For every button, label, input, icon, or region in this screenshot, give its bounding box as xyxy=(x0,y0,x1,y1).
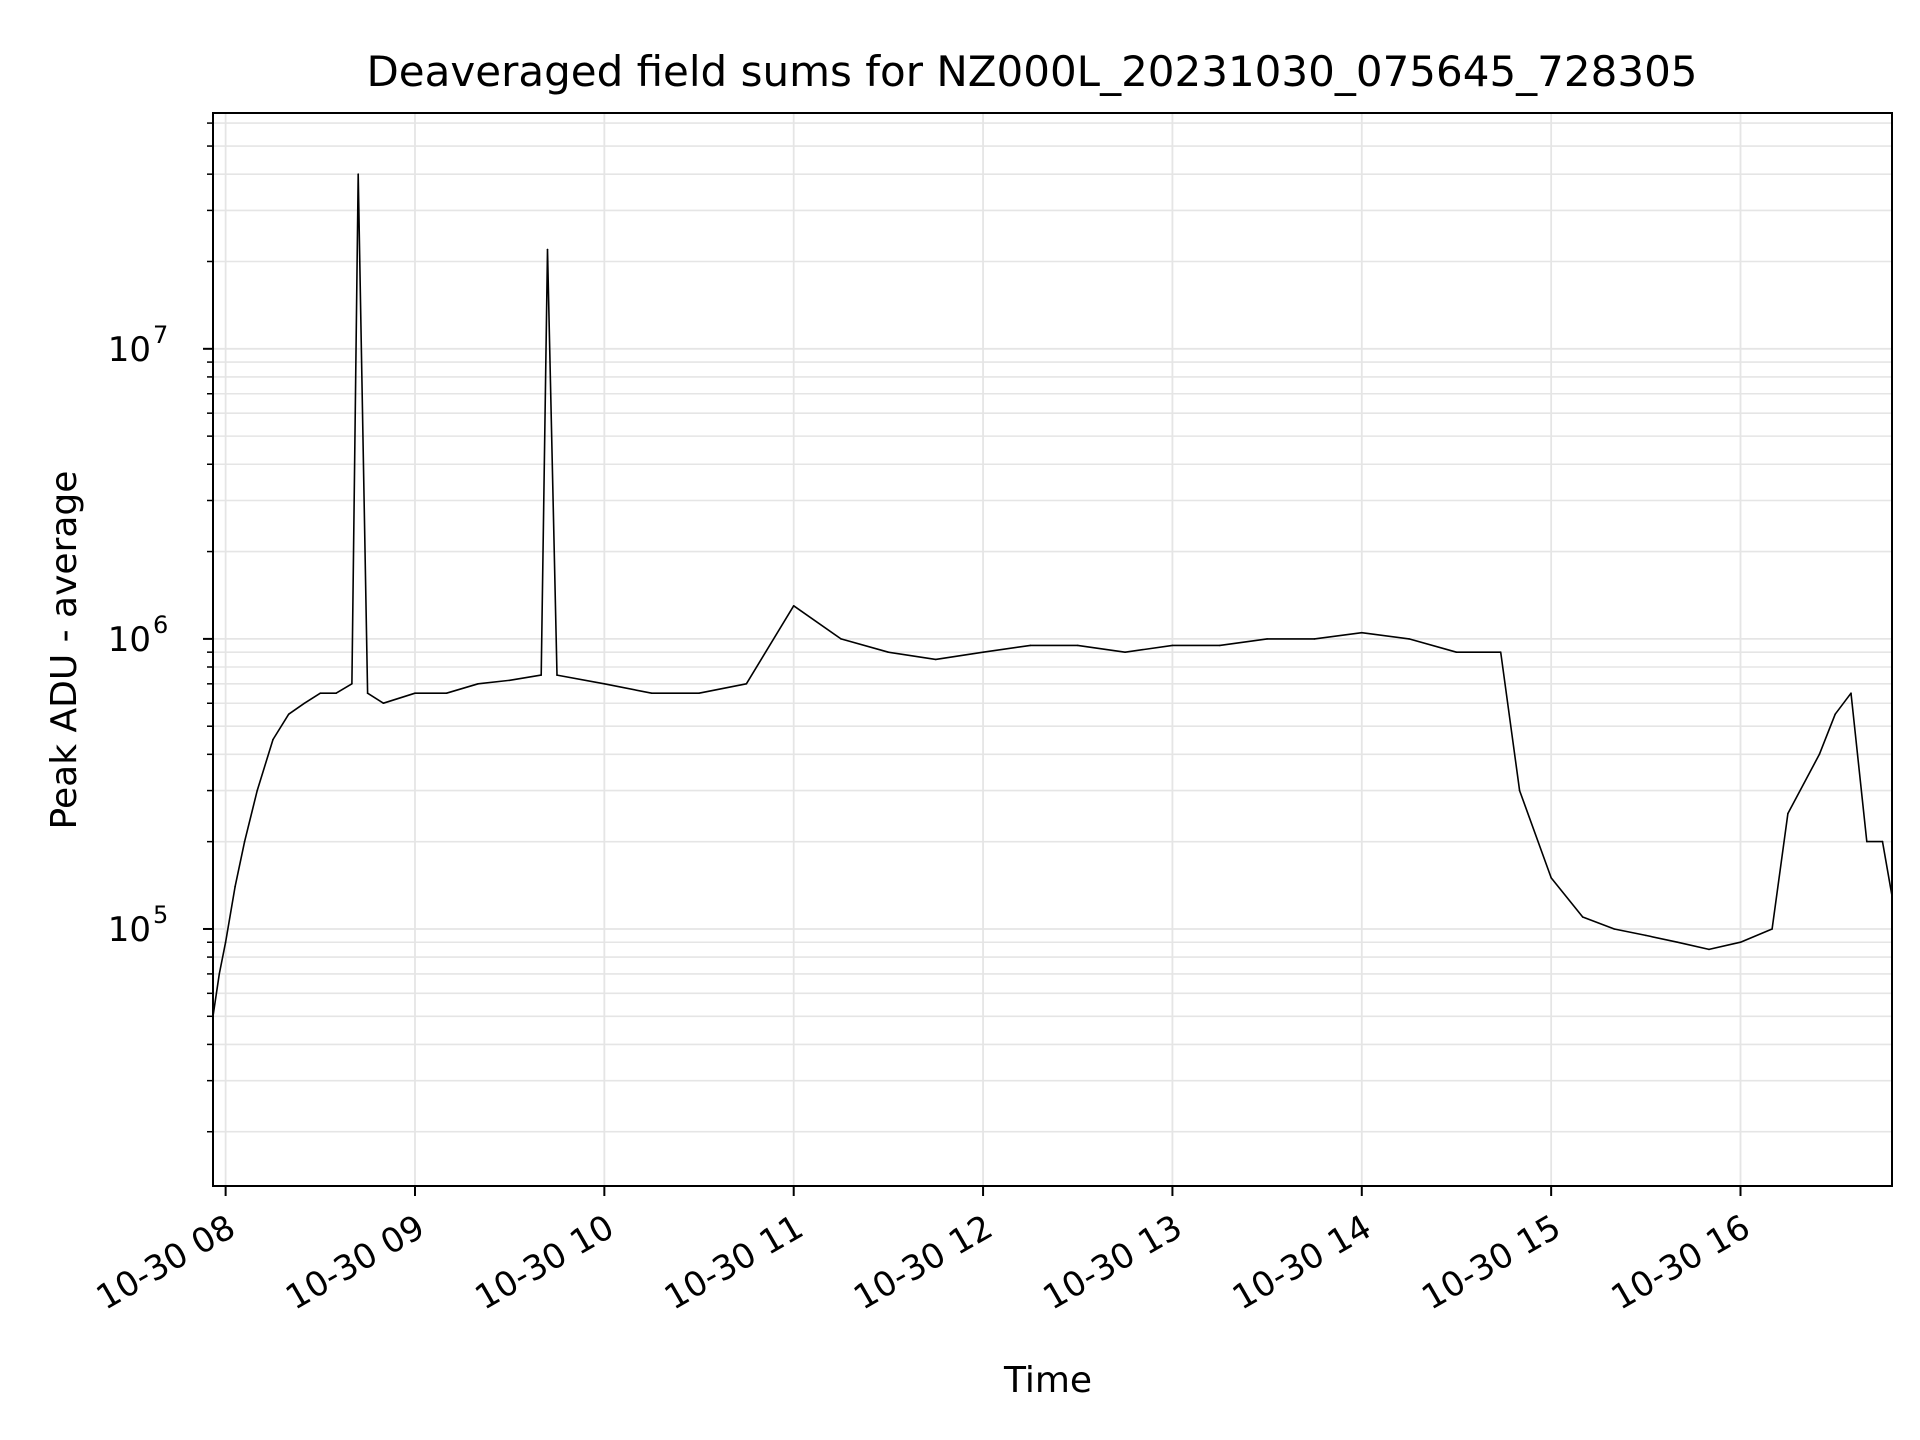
data-point xyxy=(508,679,511,682)
x-tick-label: 10-30 16 xyxy=(1605,1207,1757,1318)
x-tick-label: 10-30 09 xyxy=(279,1207,431,1318)
x-tick-label: 10-30 11 xyxy=(658,1207,810,1318)
data-point xyxy=(1266,638,1268,640)
data-point xyxy=(1834,713,1836,715)
data-point xyxy=(982,651,984,653)
data-point xyxy=(650,692,653,694)
x-tick-label: 10-30 08 xyxy=(90,1207,242,1318)
data-point xyxy=(1550,877,1552,879)
data-point xyxy=(351,683,353,685)
data-point xyxy=(698,692,700,694)
y-tick-exponent: 5 xyxy=(153,901,168,929)
data-point xyxy=(335,692,337,694)
data-point xyxy=(272,738,274,741)
data-point xyxy=(1787,812,1789,815)
data-point xyxy=(887,651,890,653)
data-point xyxy=(1313,638,1316,640)
y-tick-exponent: 6 xyxy=(153,611,168,639)
data-point xyxy=(1645,934,1647,937)
data-point xyxy=(1581,916,1584,918)
data-point xyxy=(234,885,236,888)
y-tick-label: 10 xyxy=(108,910,151,950)
data-point xyxy=(256,789,259,792)
x-tick-label: 10-30 13 xyxy=(1037,1207,1189,1318)
data-point xyxy=(1124,651,1126,653)
data-point xyxy=(1455,651,1458,653)
data-series-line-0 xyxy=(213,173,1892,1017)
x-tick-label: 10-30 12 xyxy=(847,1207,999,1318)
data-point xyxy=(1219,644,1221,647)
data-point xyxy=(1850,692,1852,694)
data-point xyxy=(287,713,290,715)
x-axis-label: Time xyxy=(1003,1360,1092,1401)
data-point xyxy=(366,692,369,694)
data-point xyxy=(303,702,306,704)
data-point xyxy=(1771,928,1773,930)
data-point xyxy=(1866,840,1868,843)
data-point xyxy=(357,173,360,175)
data-point xyxy=(382,702,385,704)
data-point xyxy=(1029,644,1032,647)
data-point xyxy=(414,692,416,694)
data-point xyxy=(603,683,606,685)
data-point xyxy=(745,683,748,685)
data-point xyxy=(1518,789,1521,792)
data-point xyxy=(792,605,795,607)
data-point xyxy=(1171,644,1174,647)
data-point xyxy=(1881,840,1884,843)
x-tick-label: 10-30 10 xyxy=(468,1207,620,1318)
y-tick-label: 10 xyxy=(108,620,151,660)
y-axis-label: Peak ADU - average xyxy=(44,471,85,830)
data-point xyxy=(540,674,542,676)
data-point xyxy=(1408,638,1410,640)
data-point xyxy=(445,692,448,694)
y-tick-exponent: 7 xyxy=(153,321,168,349)
grid-layer xyxy=(213,113,1892,1186)
data-point xyxy=(1708,948,1710,951)
data-point xyxy=(1676,941,1679,943)
x-tick-label: 10-30 14 xyxy=(1226,1207,1378,1318)
data-point xyxy=(319,692,322,694)
data-point xyxy=(1499,651,1502,653)
data-point xyxy=(218,973,221,975)
data-point xyxy=(546,248,549,251)
data-line-layer xyxy=(212,173,1893,1018)
data-point xyxy=(840,638,842,640)
data-point xyxy=(1739,941,1742,943)
data-point xyxy=(1361,631,1363,634)
chart-title: Deaveraged field sums for NZ000L_2023103… xyxy=(366,47,1697,96)
data-point xyxy=(477,683,479,685)
data-point xyxy=(1076,644,1079,647)
data-point xyxy=(1818,753,1821,756)
data-point xyxy=(556,674,558,676)
data-point xyxy=(224,941,227,943)
data-point xyxy=(1613,928,1616,930)
x-tick-label: 10-30 15 xyxy=(1415,1207,1567,1318)
data-point xyxy=(243,840,246,843)
plot-frame xyxy=(212,112,1893,1187)
data-point xyxy=(934,658,937,661)
y-tick-label: 10 xyxy=(108,330,151,370)
